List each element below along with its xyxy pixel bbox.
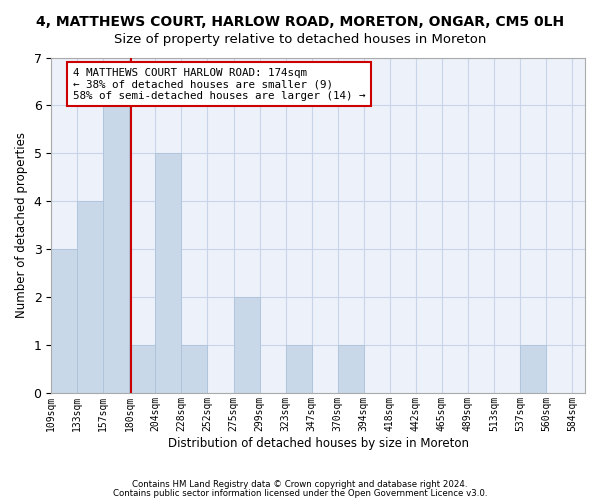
Bar bbox=[103, 106, 130, 394]
Text: Contains public sector information licensed under the Open Government Licence v3: Contains public sector information licen… bbox=[113, 489, 487, 498]
Text: Size of property relative to detached houses in Moreton: Size of property relative to detached ho… bbox=[114, 32, 486, 46]
Text: Contains HM Land Registry data © Crown copyright and database right 2024.: Contains HM Land Registry data © Crown c… bbox=[132, 480, 468, 489]
Bar bbox=[51, 250, 77, 394]
Bar bbox=[181, 346, 208, 394]
Text: 4 MATTHEWS COURT HARLOW ROAD: 174sqm
← 38% of detached houses are smaller (9)
58: 4 MATTHEWS COURT HARLOW ROAD: 174sqm ← 3… bbox=[73, 68, 365, 101]
X-axis label: Distribution of detached houses by size in Moreton: Distribution of detached houses by size … bbox=[167, 437, 469, 450]
Text: 4, MATTHEWS COURT, HARLOW ROAD, MORETON, ONGAR, CM5 0LH: 4, MATTHEWS COURT, HARLOW ROAD, MORETON,… bbox=[36, 15, 564, 29]
Bar bbox=[520, 346, 546, 394]
Bar bbox=[286, 346, 311, 394]
Bar bbox=[77, 202, 103, 394]
Bar bbox=[130, 346, 155, 394]
Y-axis label: Number of detached properties: Number of detached properties bbox=[15, 132, 28, 318]
Bar bbox=[233, 298, 260, 394]
Bar bbox=[338, 346, 364, 394]
Bar bbox=[155, 154, 181, 394]
